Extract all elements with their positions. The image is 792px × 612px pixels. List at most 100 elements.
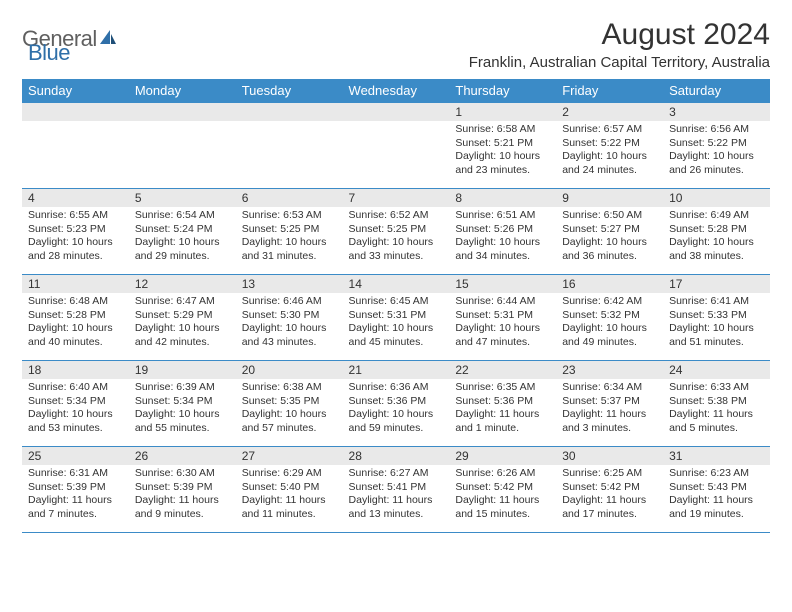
day-line: Sunrise: 6:49 AM [669, 209, 764, 223]
day-line: Daylight: 11 hours and 17 minutes. [562, 494, 657, 521]
day-line: Daylight: 10 hours and 29 minutes. [135, 236, 230, 263]
day-number: 18 [22, 361, 129, 379]
day-line: Sunset: 5:33 PM [669, 309, 764, 323]
day-line: Daylight: 10 hours and 47 minutes. [455, 322, 550, 349]
calendar-cell [343, 103, 450, 189]
day-content: Sunrise: 6:27 AMSunset: 5:41 PMDaylight:… [343, 465, 450, 526]
day-content: Sunrise: 6:25 AMSunset: 5:42 PMDaylight:… [556, 465, 663, 526]
day-number: 28 [343, 447, 450, 465]
location-text: Franklin, Australian Capital Territory, … [469, 54, 770, 71]
day-line: Sunrise: 6:48 AM [28, 295, 123, 309]
day-content [343, 121, 450, 127]
day-line: Sunset: 5:36 PM [349, 395, 444, 409]
day-content: Sunrise: 6:50 AMSunset: 5:27 PMDaylight:… [556, 207, 663, 268]
day-line: Sunrise: 6:47 AM [135, 295, 230, 309]
calendar-week: 4Sunrise: 6:55 AMSunset: 5:23 PMDaylight… [22, 189, 770, 275]
day-line: Daylight: 10 hours and 42 minutes. [135, 322, 230, 349]
day-line: Sunrise: 6:44 AM [455, 295, 550, 309]
day-content: Sunrise: 6:46 AMSunset: 5:30 PMDaylight:… [236, 293, 343, 354]
day-line: Sunset: 5:34 PM [135, 395, 230, 409]
day-line: Sunset: 5:24 PM [135, 223, 230, 237]
calendar-cell: 19Sunrise: 6:39 AMSunset: 5:34 PMDayligh… [129, 361, 236, 447]
month-title: August 2024 [469, 18, 770, 52]
day-content [22, 121, 129, 127]
day-line: Daylight: 10 hours and 49 minutes. [562, 322, 657, 349]
day-line: Sunrise: 6:27 AM [349, 467, 444, 481]
day-line: Sunset: 5:22 PM [669, 137, 764, 151]
day-line: Sunrise: 6:40 AM [28, 381, 123, 395]
day-line: Sunrise: 6:45 AM [349, 295, 444, 309]
day-number: 21 [343, 361, 450, 379]
day-line: Sunrise: 6:52 AM [349, 209, 444, 223]
day-content: Sunrise: 6:31 AMSunset: 5:39 PMDaylight:… [22, 465, 129, 526]
day-line: Sunrise: 6:23 AM [669, 467, 764, 481]
day-number: 13 [236, 275, 343, 293]
calendar-cell: 9Sunrise: 6:50 AMSunset: 5:27 PMDaylight… [556, 189, 663, 275]
day-number: 9 [556, 189, 663, 207]
day-line: Sunset: 5:28 PM [28, 309, 123, 323]
calendar-cell: 27Sunrise: 6:29 AMSunset: 5:40 PMDayligh… [236, 447, 343, 533]
day-line: Sunset: 5:42 PM [455, 481, 550, 495]
day-line: Daylight: 10 hours and 24 minutes. [562, 150, 657, 177]
day-line: Sunset: 5:37 PM [562, 395, 657, 409]
day-content: Sunrise: 6:26 AMSunset: 5:42 PMDaylight:… [449, 465, 556, 526]
day-line: Daylight: 10 hours and 53 minutes. [28, 408, 123, 435]
day-line: Daylight: 10 hours and 51 minutes. [669, 322, 764, 349]
calendar-cell: 4Sunrise: 6:55 AMSunset: 5:23 PMDaylight… [22, 189, 129, 275]
day-line: Sunrise: 6:39 AM [135, 381, 230, 395]
day-line: Sunrise: 6:55 AM [28, 209, 123, 223]
calendar-cell [236, 103, 343, 189]
calendar-cell: 3Sunrise: 6:56 AMSunset: 5:22 PMDaylight… [663, 103, 770, 189]
day-content: Sunrise: 6:47 AMSunset: 5:29 PMDaylight:… [129, 293, 236, 354]
calendar-cell: 8Sunrise: 6:51 AMSunset: 5:26 PMDaylight… [449, 189, 556, 275]
day-number: 8 [449, 189, 556, 207]
day-line: Daylight: 10 hours and 57 minutes. [242, 408, 337, 435]
day-line: Daylight: 10 hours and 55 minutes. [135, 408, 230, 435]
day-line: Sunrise: 6:56 AM [669, 123, 764, 137]
day-content: Sunrise: 6:48 AMSunset: 5:28 PMDaylight:… [22, 293, 129, 354]
logo-text-blue: Blue [28, 40, 70, 65]
day-number: 14 [343, 275, 450, 293]
day-line: Sunset: 5:31 PM [349, 309, 444, 323]
day-content: Sunrise: 6:29 AMSunset: 5:40 PMDaylight:… [236, 465, 343, 526]
day-line: Daylight: 11 hours and 1 minute. [455, 408, 550, 435]
calendar-cell: 31Sunrise: 6:23 AMSunset: 5:43 PMDayligh… [663, 447, 770, 533]
day-line: Sunset: 5:34 PM [28, 395, 123, 409]
day-number [236, 103, 343, 121]
day-line: Sunset: 5:32 PM [562, 309, 657, 323]
day-number [129, 103, 236, 121]
logo-sail-icon [98, 28, 118, 51]
day-line: Daylight: 11 hours and 15 minutes. [455, 494, 550, 521]
header: General August 2024 Franklin, Australian… [22, 18, 770, 71]
calendar-cell: 17Sunrise: 6:41 AMSunset: 5:33 PMDayligh… [663, 275, 770, 361]
calendar-cell: 15Sunrise: 6:44 AMSunset: 5:31 PMDayligh… [449, 275, 556, 361]
calendar-cell: 14Sunrise: 6:45 AMSunset: 5:31 PMDayligh… [343, 275, 450, 361]
calendar-cell: 26Sunrise: 6:30 AMSunset: 5:39 PMDayligh… [129, 447, 236, 533]
day-line: Daylight: 10 hours and 38 minutes. [669, 236, 764, 263]
day-number: 25 [22, 447, 129, 465]
day-content: Sunrise: 6:39 AMSunset: 5:34 PMDaylight:… [129, 379, 236, 440]
calendar-cell: 21Sunrise: 6:36 AMSunset: 5:36 PMDayligh… [343, 361, 450, 447]
day-line: Sunrise: 6:58 AM [455, 123, 550, 137]
day-line: Sunrise: 6:26 AM [455, 467, 550, 481]
day-number: 4 [22, 189, 129, 207]
day-number: 27 [236, 447, 343, 465]
day-number [22, 103, 129, 121]
day-content: Sunrise: 6:42 AMSunset: 5:32 PMDaylight:… [556, 293, 663, 354]
day-content: Sunrise: 6:45 AMSunset: 5:31 PMDaylight:… [343, 293, 450, 354]
day-number: 22 [449, 361, 556, 379]
day-line: Daylight: 10 hours and 26 minutes. [669, 150, 764, 177]
day-number [343, 103, 450, 121]
calendar-week: 1Sunrise: 6:58 AMSunset: 5:21 PMDaylight… [22, 103, 770, 189]
day-line: Daylight: 11 hours and 9 minutes. [135, 494, 230, 521]
day-content: Sunrise: 6:58 AMSunset: 5:21 PMDaylight:… [449, 121, 556, 182]
day-line: Sunrise: 6:33 AM [669, 381, 764, 395]
day-line: Sunset: 5:26 PM [455, 223, 550, 237]
day-line: Daylight: 11 hours and 19 minutes. [669, 494, 764, 521]
day-number: 10 [663, 189, 770, 207]
calendar-cell: 29Sunrise: 6:26 AMSunset: 5:42 PMDayligh… [449, 447, 556, 533]
day-content: Sunrise: 6:44 AMSunset: 5:31 PMDaylight:… [449, 293, 556, 354]
calendar-cell: 18 Sunrise: 6:40 AMSunset: 5:34 PMDayligh… [22, 361, 129, 447]
day-number: 30 [556, 447, 663, 465]
day-header: Sunday [22, 79, 129, 103]
